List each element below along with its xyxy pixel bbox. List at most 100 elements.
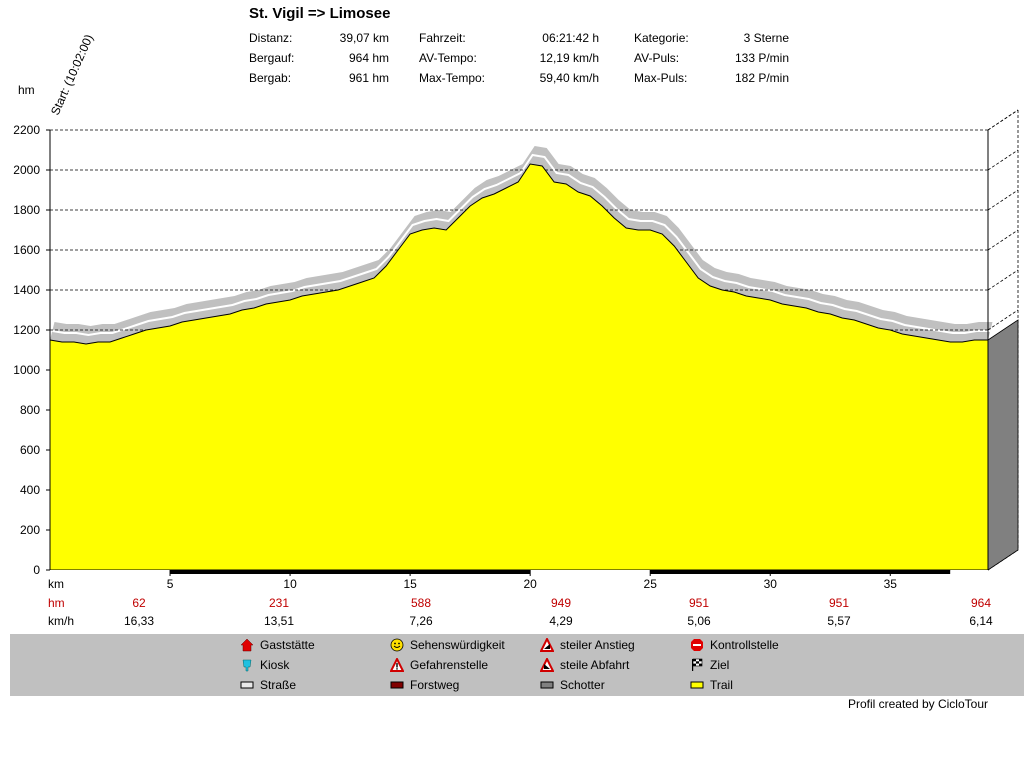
legend-label: Gefahrenstelle xyxy=(410,658,489,672)
legend-label: Kiosk xyxy=(260,658,290,672)
stat-value: 12,19 km/h xyxy=(539,51,599,65)
stat-value: 06:21:42 h xyxy=(542,31,599,45)
x-tick-label: 35 xyxy=(884,577,898,591)
legend-label: Sehenswürdigkeit xyxy=(410,638,505,652)
y-tick-label: 600 xyxy=(20,443,40,457)
kmh-row-value: 7,26 xyxy=(409,614,433,628)
x-tick-label: 25 xyxy=(644,577,658,591)
kiosk-icon xyxy=(242,659,252,672)
stat-label: Max-Tempo: xyxy=(419,71,486,85)
kmh-row-value: 6,14 xyxy=(969,614,993,628)
stat-label: Kategorie: xyxy=(634,31,689,45)
kmh-row-value: 16,33 xyxy=(124,614,154,628)
gravel-swatch-icon xyxy=(540,681,554,689)
x-tick-label: 5 xyxy=(167,577,174,591)
legend-label: Ziel xyxy=(710,658,730,672)
chart-title: St. Vigil => Limosee xyxy=(249,5,391,22)
hm-row-value: 231 xyxy=(269,596,289,610)
hm-row-value: 964 xyxy=(971,596,991,610)
stat-value: 39,07 km xyxy=(339,31,389,45)
legend-item: Kontrollstelle xyxy=(690,638,779,652)
trail-swatch-icon xyxy=(690,681,704,689)
y-tick-label: 1800 xyxy=(13,203,40,217)
stat-label: AV-Puls: xyxy=(634,51,680,65)
legend-item: Gaststätte xyxy=(240,638,315,652)
stat-label: AV-Tempo: xyxy=(419,51,477,65)
forest-road-swatch-icon xyxy=(390,681,404,689)
legend-label: Kontrollstelle xyxy=(710,638,779,652)
legend-item: steile Abfahrt xyxy=(540,658,629,672)
kmh-row-value: 13,51 xyxy=(264,614,294,628)
grid-depth-line xyxy=(987,269,1019,291)
profile-shadow-line xyxy=(52,153,991,337)
x-tick-label: 20 xyxy=(523,577,537,591)
stat-value: 961 hm xyxy=(348,71,389,85)
y-tick-label: 400 xyxy=(20,483,40,497)
house-icon xyxy=(240,638,254,652)
hm-row-value: 951 xyxy=(689,596,709,610)
profile-shadow-band xyxy=(50,146,993,344)
surface-track-segment xyxy=(650,570,951,574)
legend-label: steile Abfahrt xyxy=(560,658,630,672)
grid-depth-line xyxy=(987,189,1019,211)
stat-value: 182 P/min xyxy=(734,71,789,85)
kmh-row-value: 4,29 xyxy=(549,614,573,628)
surface-track-segment xyxy=(170,570,531,574)
credit-text: Profil created by CicloTour xyxy=(847,697,988,711)
stat-value: 133 P/min xyxy=(734,51,789,65)
legend-label: steiler Anstieg xyxy=(560,638,635,652)
legend-item: Kiosk xyxy=(240,658,289,672)
stat-label: Bergab: xyxy=(249,71,292,85)
y-tick-label: 1000 xyxy=(13,363,40,377)
stat-value: 59,40 km/h xyxy=(539,71,599,85)
y-tick-label: 1200 xyxy=(13,323,40,337)
legend-item: Forstweg xyxy=(390,678,459,692)
legend-label: Forstweg xyxy=(410,678,460,692)
y-tick-label: 2200 xyxy=(13,123,40,137)
stat-label: Bergauf: xyxy=(249,51,295,65)
steep-climb-icon xyxy=(540,638,554,652)
legend-item: Gefahrenstelle xyxy=(390,658,488,672)
surface-track-segment xyxy=(950,570,988,574)
hm-row-value: 951 xyxy=(829,596,849,610)
hm-row-label: hm xyxy=(48,596,65,610)
finish-flag-icon xyxy=(692,658,703,671)
hm-row-value: 588 xyxy=(411,596,431,610)
x-tick-label: 15 xyxy=(403,577,417,591)
road-swatch-icon xyxy=(240,681,254,689)
side-face xyxy=(987,319,1019,571)
legend-item: steiler Anstieg xyxy=(540,638,635,652)
legend-item: Schotter xyxy=(540,678,605,692)
legend-item: Sehenswürdigkeit xyxy=(390,638,505,652)
legend: Gaststätte Kiosk Straße Sehenswürdigkeit… xyxy=(10,634,1024,696)
legend-label: Trail xyxy=(710,678,733,692)
danger-icon xyxy=(390,658,404,672)
grid-depth-line xyxy=(987,309,1019,331)
stat-label: Max-Puls: xyxy=(634,71,688,85)
smiley-icon xyxy=(390,638,404,652)
kmh-row-value: 5,06 xyxy=(687,614,711,628)
legend-item: Straße xyxy=(240,678,296,692)
grid-depth-line xyxy=(987,149,1019,171)
y-axis-unit-label: hm xyxy=(18,83,35,97)
legend-label: Schotter xyxy=(560,678,605,692)
start-label: Start: (10:02:00) xyxy=(48,32,96,117)
chart-shadow-layer xyxy=(50,146,993,344)
stat-value: 3 Sterne xyxy=(743,31,789,45)
chart-axis-layer: 0 200 400 600 800 1000 1200 1400 1600 1800 2000 220… xyxy=(13,109,1019,628)
surface-track-segment xyxy=(50,570,171,574)
y-tick-label: 0 xyxy=(33,563,40,577)
grid-depth-line xyxy=(987,229,1019,251)
legend-label: Straße xyxy=(260,678,297,692)
chart-area-layer xyxy=(49,163,1019,571)
y-tick-label: 1400 xyxy=(13,283,40,297)
stat-label: Distanz: xyxy=(249,31,293,45)
stat-value: 964 hm xyxy=(348,51,389,65)
kmh-row-value: 5,57 xyxy=(827,614,851,628)
x-axis-unit-label: km xyxy=(48,577,64,591)
hm-row-value: 62 xyxy=(132,596,146,610)
x-tick-label: 30 xyxy=(764,577,778,591)
top-depth-line xyxy=(987,109,1019,131)
elevation-profile-chart: 0 200 400 600 800 1000 1200 1400 1600 1800 2000 220… xyxy=(13,32,1019,628)
elevation-area xyxy=(49,163,989,571)
